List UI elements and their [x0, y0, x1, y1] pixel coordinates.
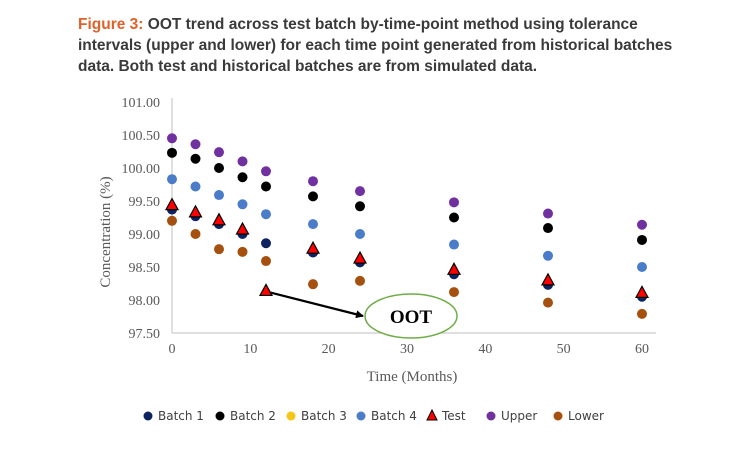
point-test: [634, 285, 650, 298]
point-upper: [355, 186, 365, 197]
point-test: [305, 240, 321, 254]
point-lower: [308, 279, 318, 290]
y-tick-label: 101.00: [122, 96, 161, 111]
legend-label: Batch 2: [230, 409, 276, 423]
x-tick-label: 40: [478, 342, 492, 357]
point-batch-2: [449, 212, 459, 223]
point-batch-2: [308, 191, 318, 202]
figure-caption-text: OOT trend across test batch by-time-poin…: [78, 16, 673, 75]
oot-label: OOT: [390, 307, 433, 328]
point-batch-4: [637, 262, 647, 272]
legend-marker: [143, 411, 153, 421]
point-batch-2: [543, 223, 553, 234]
x-tick-label: 50: [557, 342, 571, 357]
legend-label: Test: [441, 409, 466, 423]
point-upper: [637, 219, 647, 230]
point-lower: [355, 275, 365, 286]
point-upper: [190, 139, 201, 150]
point-batch-2: [214, 163, 224, 173]
point-batch-4: [261, 209, 271, 220]
x-tick-label: 60: [635, 342, 649, 357]
x-tick-label: 0: [169, 342, 176, 357]
x-axis-label: Time (Months): [367, 369, 458, 385]
legend-marker: [286, 411, 296, 421]
point-lower: [261, 256, 271, 267]
point-batch-4: [214, 190, 224, 201]
point-batch-4: [190, 181, 201, 192]
legend-marker: [486, 411, 496, 421]
point-batch-4: [543, 250, 553, 261]
point-test: [258, 283, 274, 297]
point-batch-4: [237, 199, 248, 210]
point-lower: [167, 215, 177, 226]
oot-ellipse: [364, 293, 458, 339]
point-upper: [449, 197, 459, 208]
point-batch-2: [355, 201, 365, 212]
point-lower: [449, 287, 459, 298]
point-upper: [214, 147, 224, 158]
point-test: [164, 197, 180, 211]
point-batch-2: [637, 234, 647, 245]
point-test: [540, 272, 556, 286]
point-upper: [167, 133, 177, 144]
point-upper: [237, 156, 248, 167]
point-upper: [261, 166, 271, 177]
point-batch-4: [355, 229, 365, 239]
point-upper: [308, 176, 318, 187]
y-tick-label: 100.50: [122, 129, 161, 144]
x-tick-label: 30: [400, 342, 414, 357]
legend-label: Lower: [568, 409, 604, 423]
y-tick-label: 97.50: [129, 327, 161, 342]
legend-label: Upper: [501, 409, 537, 423]
point-lower: [214, 244, 224, 255]
y-tick-label: 100.00: [122, 162, 161, 177]
point-lower: [190, 229, 201, 239]
legend-label: Batch 4: [371, 409, 417, 423]
legend-marker: [356, 411, 366, 421]
point-test: [211, 212, 227, 226]
point-batch-4: [449, 239, 459, 250]
point-batch-1: [261, 238, 271, 249]
x-tick-label: 20: [322, 342, 336, 357]
point-batch-4: [308, 219, 318, 230]
point-test: [235, 221, 250, 235]
y-axis-label: Concentration (%): [98, 176, 114, 287]
point-batch-4: [167, 174, 177, 185]
legend-marker: [215, 411, 225, 421]
y-tick-label: 99.50: [129, 195, 161, 210]
figure-caption: Figure 3: OOT trend across test batch by…: [78, 14, 698, 77]
legend-label: Batch 3: [301, 409, 347, 423]
legend-marker: [426, 408, 438, 421]
figure-label: Figure 3:: [78, 16, 144, 33]
y-tick-label: 98.00: [129, 294, 161, 309]
y-tick-label: 98.50: [129, 261, 161, 276]
x-tick-label: 10: [243, 342, 257, 357]
point-lower: [543, 297, 553, 308]
point-upper: [543, 208, 553, 219]
legend-marker: [553, 411, 563, 421]
legend-label: Batch 1: [158, 409, 204, 423]
point-test: [352, 250, 368, 264]
point-lower: [237, 246, 248, 257]
point-batch-2: [237, 172, 248, 183]
point-batch-2: [167, 147, 177, 158]
point-lower: [637, 308, 647, 319]
y-tick-label: 99.00: [129, 228, 161, 243]
point-batch-2: [190, 153, 201, 164]
oot-arrow: [269, 291, 364, 319]
point-batch-2: [261, 181, 271, 192]
point-test: [188, 204, 203, 218]
point-test: [446, 262, 462, 275]
